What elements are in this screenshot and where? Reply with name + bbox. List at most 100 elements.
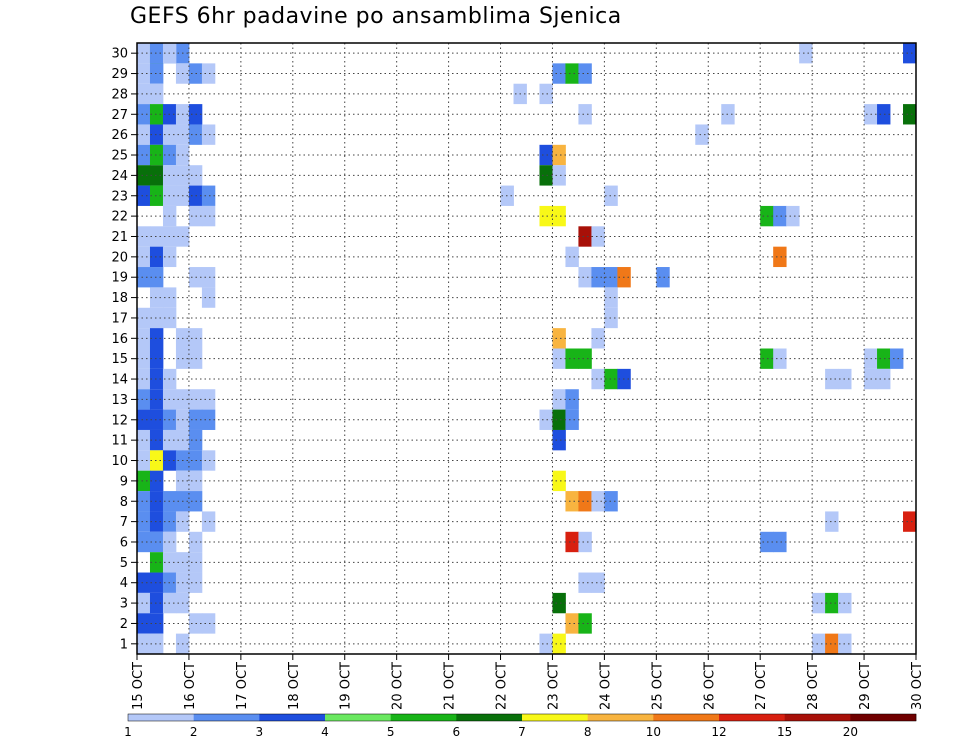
precip-cell (137, 348, 151, 369)
precip-cell (137, 43, 151, 64)
colorbar-swatch (193, 714, 260, 721)
y-tick-label: 2 (120, 617, 128, 632)
x-tick-label: 21 OCT (443, 662, 458, 710)
x-tick-label: 16 OCT (183, 662, 198, 710)
x-tick-label: 19 OCT (339, 662, 354, 710)
precip-cell (137, 389, 151, 410)
x-tick-label: 22 OCT (495, 662, 510, 710)
y-tick-label: 1 (120, 637, 128, 652)
precip-cell (825, 511, 839, 532)
precip-cell (149, 613, 164, 634)
precip-cell (812, 633, 826, 654)
precip-cell (149, 307, 164, 329)
precip-cell (578, 63, 592, 84)
precip-cell (137, 104, 151, 125)
precip-cell (890, 348, 904, 369)
precip-cell (903, 104, 917, 125)
precip-cell (149, 246, 164, 268)
x-tick-label: 17 OCT (235, 662, 250, 710)
y-tick-label: 7 (120, 515, 128, 530)
colorbar-swatch (587, 714, 654, 721)
precip-cell (201, 185, 216, 206)
x-tick-label: 15 OCT (131, 662, 146, 710)
precip-cell (149, 368, 164, 390)
x-tick-label: 29 OCT (858, 662, 873, 710)
precip-cell (137, 144, 151, 166)
precip-cell (201, 267, 216, 288)
precip-cell (149, 43, 164, 64)
precip-cell (552, 165, 566, 186)
precip-cell (760, 531, 774, 553)
x-tick-label: 24 OCT (598, 662, 613, 710)
precip-cell (552, 429, 566, 451)
colorbar-label: 5 (387, 725, 395, 739)
y-tick-label: 9 (120, 474, 128, 489)
precip-cell (201, 389, 216, 410)
precip-cell (137, 409, 151, 430)
precip-cell (137, 633, 151, 654)
precip-cell (552, 328, 566, 349)
precip-cell (137, 511, 151, 532)
precip-cell (137, 429, 151, 451)
colorbar-label: 4 (321, 725, 329, 739)
precip-cell (903, 511, 917, 532)
precip-cell (149, 633, 164, 654)
colorbar-label: 3 (256, 725, 264, 739)
precip-cell (149, 470, 164, 492)
precip-cell (149, 389, 164, 410)
precip-cell (149, 592, 164, 614)
y-tick-label: 19 (111, 271, 128, 286)
colorbar-swatch (456, 714, 523, 721)
precip-cell (137, 592, 151, 614)
precip-cell (149, 144, 164, 166)
precip-cell (825, 633, 839, 654)
y-tick-label: 22 (111, 210, 128, 225)
y-tick-label: 11 (111, 434, 128, 449)
colorbar-swatch (719, 714, 785, 721)
precip-cell (565, 389, 579, 410)
precip-cell (201, 287, 216, 308)
precip-cell (149, 83, 164, 105)
y-tick-label: 27 (111, 108, 128, 123)
y-axis-ticks: 1234567891011121314151617181920212223242… (111, 47, 137, 652)
precip-cell (877, 368, 891, 390)
y-tick-label: 16 (111, 332, 128, 347)
precip-cell (201, 613, 216, 634)
y-tick-label: 6 (120, 535, 128, 550)
precip-cell (565, 246, 579, 268)
precip-cell (552, 144, 566, 166)
precip-cell (137, 368, 151, 390)
precip-cell (137, 328, 151, 349)
precip-cell (201, 450, 216, 471)
precip-cell (137, 63, 151, 84)
y-tick-label: 25 (111, 149, 128, 164)
precip-cell (149, 409, 164, 430)
precip-cell (149, 450, 164, 471)
precip-cell (591, 328, 605, 349)
colorbar-swatch (259, 714, 326, 721)
dotted-grid (137, 43, 916, 654)
precip-cell (877, 348, 891, 369)
precip-cell (149, 429, 164, 451)
colorbar-swatch (325, 714, 391, 721)
precip-cell (578, 572, 592, 593)
precip-cell (578, 613, 592, 634)
colorbar: 1 2 3 4 5 6 7 8 10 12 15 20 (124, 713, 917, 739)
precip-cell (137, 572, 151, 593)
y-tick-label: 15 (111, 352, 128, 367)
precip-cell (137, 185, 151, 206)
precip-cell (201, 511, 216, 532)
precip-cell (539, 144, 553, 166)
precip-cell (201, 63, 216, 84)
precip-cell (578, 104, 592, 125)
precip-cell (604, 267, 618, 288)
precip-cell (591, 267, 605, 288)
precip-cell (578, 267, 592, 288)
chart-title: GEFS 6hr padavine po ansamblima Sjenica (130, 4, 622, 29)
precip-cell (539, 409, 553, 430)
precip-cell (149, 511, 164, 532)
y-tick-label: 23 (111, 189, 128, 204)
precip-cell (149, 328, 164, 349)
colorbar-swatch (390, 714, 457, 721)
